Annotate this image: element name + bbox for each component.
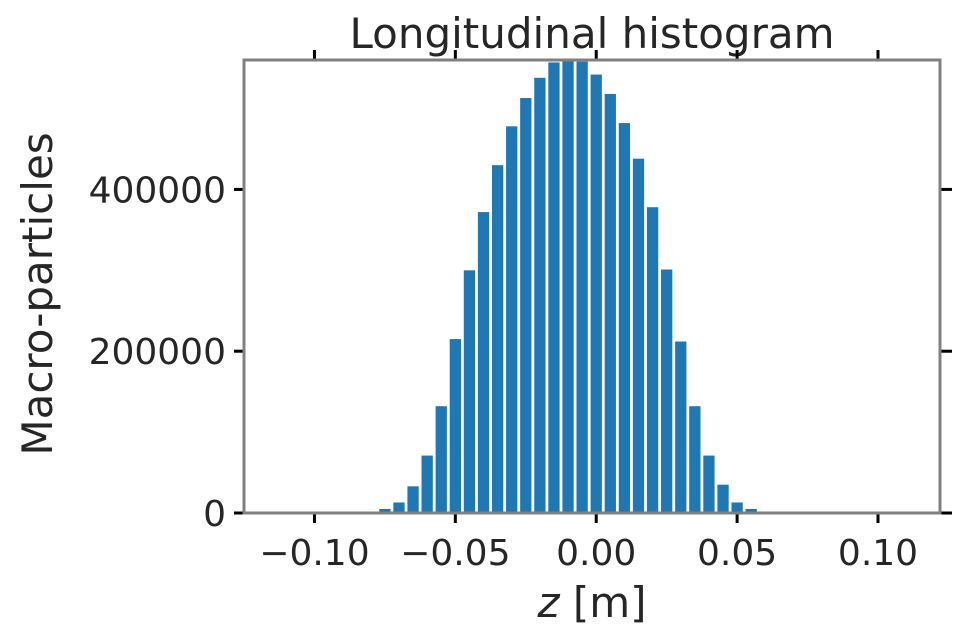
histogram-bar xyxy=(407,486,419,513)
histogram-bar xyxy=(477,212,490,513)
x-axis-label: z [m] xyxy=(536,578,646,627)
y-axis-label: Macro-particles xyxy=(13,132,62,455)
x-tick-label: 0.00 xyxy=(556,533,636,574)
x-axis-label-variable: z xyxy=(536,578,560,627)
histogram-bar xyxy=(449,339,461,513)
histogram-bar xyxy=(646,207,659,513)
histogram-bar xyxy=(604,93,616,513)
histogram-bar xyxy=(379,508,391,513)
histogram-bar xyxy=(661,269,673,513)
x-tick-label: −0.05 xyxy=(400,533,510,574)
histogram-bar xyxy=(548,62,560,514)
y-tick-label: 0 xyxy=(203,494,226,535)
histogram-bar xyxy=(534,77,546,514)
chart-title: Longitudinal histogram xyxy=(349,9,834,58)
histogram-bar xyxy=(562,59,574,513)
y-tick-label: 200000 xyxy=(89,332,226,373)
histogram-bar xyxy=(590,74,602,513)
x-ticks-group: −0.10 −0.05 0.00 0.05 0.10 xyxy=(259,50,918,574)
histogram-bar xyxy=(421,455,433,513)
histogram-bar xyxy=(717,484,729,513)
histogram-bar xyxy=(463,270,476,513)
histogram-bar xyxy=(618,123,631,513)
histogram-bar xyxy=(506,126,518,513)
histogram-bar xyxy=(675,341,687,513)
histogram-bar xyxy=(703,455,715,513)
histogram-bar xyxy=(689,406,701,513)
histogram-bar xyxy=(520,98,532,514)
y-ticks-group: 0 200000 400000 xyxy=(89,170,952,535)
histogram-bar xyxy=(731,502,743,513)
x-tick-label: 0.05 xyxy=(697,533,777,574)
histogram-bar xyxy=(632,158,645,513)
histogram-bar xyxy=(745,508,757,513)
histogram-bar xyxy=(393,502,405,513)
histogram-bar xyxy=(435,406,447,513)
histogram-bar xyxy=(576,61,588,514)
plot-frame xyxy=(242,58,942,515)
bars-group xyxy=(351,59,786,514)
x-axis-label-unit: [m] xyxy=(560,578,647,627)
x-tick-label: 0.10 xyxy=(838,533,918,574)
x-tick-label: −0.10 xyxy=(259,533,369,574)
histogram-bar xyxy=(491,165,504,513)
y-tick-label: 400000 xyxy=(89,170,226,211)
